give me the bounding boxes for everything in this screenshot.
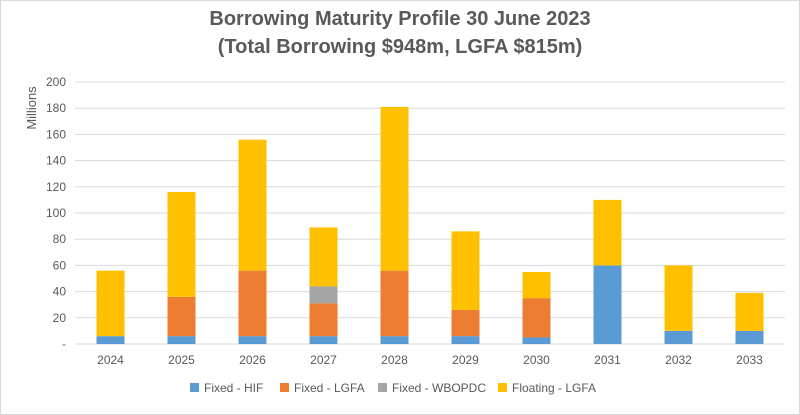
- bar-segment: [593, 199, 622, 266]
- bar-segment: [593, 265, 622, 344]
- legend-swatch: [190, 383, 199, 392]
- bar-segment: [96, 336, 125, 344]
- y-tick-label: 140: [46, 154, 66, 168]
- bar-segment: [380, 270, 409, 337]
- chart-title: Borrowing Maturity Profile 30 June 2023: [209, 8, 591, 30]
- y-tick-label: 20: [53, 311, 67, 325]
- bar-segment: [451, 336, 480, 344]
- bar-segment: [238, 336, 267, 344]
- y-tick-label: 100: [46, 206, 66, 220]
- x-tick-label: 2030: [523, 353, 550, 367]
- bar-segment: [664, 265, 693, 331]
- legend-swatch: [378, 383, 387, 392]
- bar-segment: [238, 139, 267, 271]
- y-axis-ticks: - 20 40 60 80 100 120 140 160 180 200: [46, 75, 66, 351]
- bar-segment: [167, 192, 196, 297]
- legend-swatch: [280, 383, 289, 392]
- bar-segment: [664, 330, 693, 344]
- x-tick-label: 2033: [736, 353, 763, 367]
- bar-segment: [309, 286, 338, 304]
- y-tick-label: 120: [46, 180, 66, 194]
- bar-segment: [735, 292, 764, 331]
- x-tick-label: 2028: [381, 353, 408, 367]
- bar-segment: [309, 336, 338, 344]
- y-tick-label: 200: [46, 75, 66, 89]
- bars: [96, 106, 764, 344]
- bar-segment: [522, 337, 551, 344]
- y-axis-label: Millions: [24, 86, 39, 130]
- y-tick-label: 180: [46, 101, 66, 115]
- chart-subtitle: (Total Borrowing $948m, LGFA $815m): [217, 36, 583, 58]
- legend-label: Fixed - WBOPDC: [392, 381, 486, 395]
- bar-segment: [167, 336, 196, 344]
- legend: Fixed - HIF Fixed - LGFA Fixed - WBOPDC Flo…: [190, 381, 596, 395]
- legend-swatch: [498, 383, 507, 392]
- bar-segment: [309, 303, 338, 337]
- bar-segment: [522, 298, 551, 338]
- y-tick-label: 40: [53, 285, 67, 299]
- legend-label: Floating - LGFA: [512, 381, 596, 395]
- bar-segment: [522, 271, 551, 299]
- bar-segment: [451, 309, 480, 337]
- x-tick-label: 2026: [239, 353, 266, 367]
- bar-segment: [96, 270, 125, 337]
- bar-segment: [167, 296, 196, 337]
- x-tick-label: 2031: [594, 353, 621, 367]
- bar-segment: [238, 270, 267, 337]
- x-tick-label: 2027: [310, 353, 337, 367]
- x-axis-ticks: 2024 2025 2026 2027 2028 2029 2030 2031 2032 2033: [97, 353, 763, 367]
- y-tick-label: 80: [53, 232, 67, 246]
- bar-segment: [380, 106, 409, 271]
- x-tick-label: 2024: [97, 353, 124, 367]
- bar-segment: [309, 227, 338, 287]
- bar-segment: [735, 330, 764, 344]
- y-tick-label: 60: [53, 258, 67, 272]
- x-tick-label: 2032: [665, 353, 692, 367]
- legend-label: Fixed - HIF: [204, 381, 263, 395]
- x-tick-label: 2029: [452, 353, 479, 367]
- y-tick-label: 160: [46, 127, 66, 141]
- y-tick-label: -: [62, 337, 66, 351]
- bar-segment: [380, 336, 409, 344]
- x-tick-label: 2025: [168, 353, 195, 367]
- legend-label: Fixed - LGFA: [294, 381, 365, 395]
- bar-segment: [451, 231, 480, 310]
